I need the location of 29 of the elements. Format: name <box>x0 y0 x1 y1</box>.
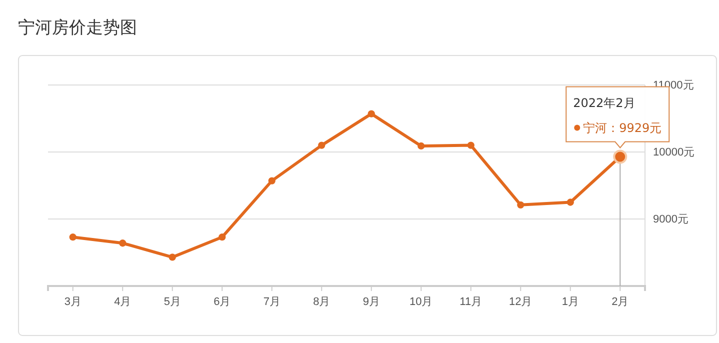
annotation: 2022年2月 <box>573 96 636 110</box>
x-tick-label: 3月 <box>64 296 82 308</box>
x-tick-label: 7月 <box>263 296 280 308</box>
point <box>168 254 176 261</box>
point <box>517 201 524 208</box>
annotation: 宁河：9929元 <box>583 120 662 135</box>
y-tick-label: 9000元 <box>653 214 688 226</box>
x-tick-label: 11月 <box>460 296 482 308</box>
x-tick-label: 5月 <box>164 296 181 308</box>
x-tick-label: 9月 <box>362 296 380 308</box>
y-tick-label: 11000元 <box>653 80 694 92</box>
point <box>268 177 276 184</box>
x-tick-label: 4月 <box>114 296 132 308</box>
point <box>418 142 425 150</box>
x-tick-label: 1月 <box>562 296 579 308</box>
x-tick-label: 12月 <box>509 296 532 308</box>
y-tick-label: 10000元 <box>653 146 695 159</box>
point <box>566 198 574 206</box>
point <box>69 234 76 241</box>
point <box>467 142 474 149</box>
x-tick-label: 6月 <box>214 296 231 308</box>
x-tick-label: 10月 <box>410 296 433 308</box>
x-tick-label: 8月 <box>313 296 330 308</box>
point <box>218 234 226 241</box>
point <box>318 142 326 149</box>
chart-title: 宁河房价走势图 <box>18 18 137 38</box>
point <box>368 110 375 118</box>
point <box>119 240 126 247</box>
x-tick-label: 2月 <box>612 296 629 308</box>
